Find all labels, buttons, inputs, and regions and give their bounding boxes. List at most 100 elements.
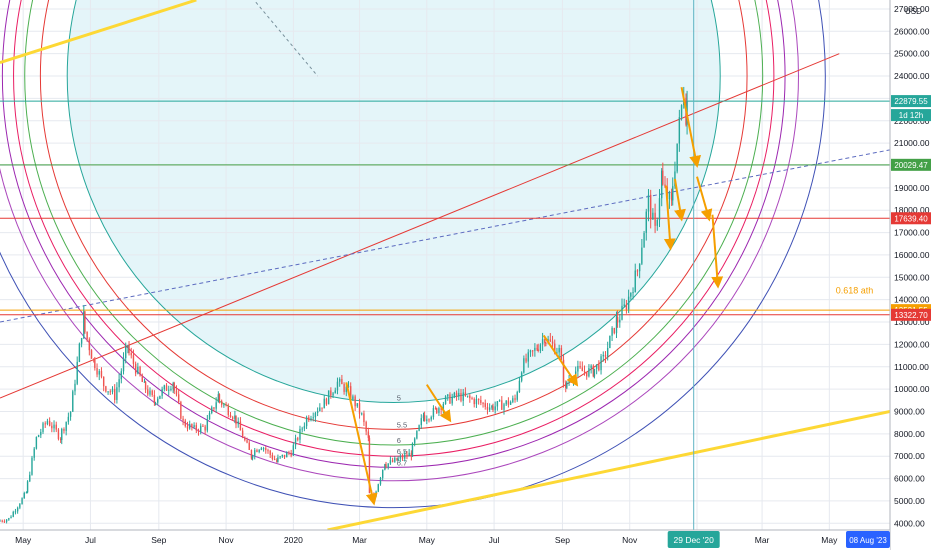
candle-body [19, 504, 21, 508]
fib-arc [0, 0, 826, 509]
candle-body [161, 389, 163, 396]
candle-body [265, 448, 267, 451]
candle-body [88, 339, 91, 351]
candle-body [76, 361, 78, 384]
candle-body [175, 390, 178, 395]
candle-body [401, 456, 404, 459]
candle-body [83, 311, 85, 339]
candle-body [244, 437, 246, 441]
candle-body [426, 419, 428, 421]
candle-body [556, 352, 558, 354]
candle-body [217, 394, 220, 403]
candle-body [254, 450, 256, 456]
fib-label: 0.618 ath [836, 286, 874, 296]
candle-body [122, 358, 125, 372]
candle-body [312, 417, 314, 419]
candle-body [308, 417, 310, 421]
candle-body [389, 460, 392, 464]
candle-body [505, 400, 507, 405]
candle-body [65, 421, 67, 431]
projection-arrow [696, 176, 713, 222]
candle-body [634, 270, 636, 293]
candle-body [623, 304, 625, 306]
candle-body [0, 520, 1, 522]
projection-arrow [663, 185, 676, 251]
candle-body [55, 424, 57, 430]
candle-body [116, 387, 118, 400]
candle-body [168, 389, 170, 391]
candle-body [496, 401, 499, 407]
candle-body [627, 296, 630, 310]
candle-body [413, 438, 416, 444]
candle-body [551, 341, 554, 344]
candle-body [213, 407, 215, 409]
candle-body [334, 390, 336, 394]
candle-body [440, 408, 442, 410]
candle-body [204, 426, 206, 431]
grid [0, 0, 890, 530]
candle-body [314, 412, 317, 418]
candle-body [367, 431, 370, 438]
candle-body [102, 376, 105, 387]
candle-body [248, 442, 250, 450]
candle-body [316, 411, 319, 413]
fib-arc [39, 0, 748, 430]
candle-body [568, 380, 570, 383]
candle-body [80, 338, 83, 344]
candle-body [630, 292, 632, 297]
candle-body [453, 392, 456, 398]
x-axis-panel[interactable] [0, 530, 890, 550]
y-axis-panel[interactable] [890, 0, 932, 550]
candle-body [460, 392, 462, 401]
fib-arcs: 5 5.5 6 6.5 6.7 [0, 0, 826, 509]
price-badge-label: 20029.47 [894, 161, 928, 170]
candle-body [10, 516, 12, 519]
candle-body [149, 390, 151, 395]
candle-body [74, 383, 76, 392]
candle-body [621, 305, 623, 320]
candle-body [507, 400, 510, 405]
candle-body [527, 352, 529, 362]
y-tick-label: 17000.00 [894, 228, 930, 238]
candle-body [172, 383, 174, 389]
candle-body [545, 342, 547, 344]
candle-body [482, 402, 484, 404]
candle-body [358, 403, 361, 414]
candle-body [341, 379, 343, 385]
candle-body [518, 380, 521, 393]
candle-body [410, 452, 413, 457]
candle-body [423, 415, 426, 421]
candle-body [100, 371, 103, 377]
candle-body [220, 400, 223, 405]
y-tick-label: 24000.00 [894, 71, 930, 81]
fib-arc [0, 0, 799, 482]
y-tick-label: 12000.00 [894, 339, 930, 349]
candle-body [277, 457, 279, 462]
candle-body [78, 343, 81, 362]
candle-body [323, 398, 325, 409]
candle-body [86, 331, 88, 340]
candle-body [352, 396, 354, 399]
candle-body [492, 406, 494, 410]
candle-body [480, 400, 482, 403]
candle-body [678, 117, 681, 144]
candle-body [598, 364, 600, 371]
candle-body [381, 469, 384, 478]
candle-body [37, 435, 40, 437]
candle-body [321, 407, 323, 409]
candle-body [223, 404, 225, 406]
candle-body [215, 402, 217, 409]
candle-body [105, 386, 107, 392]
candle-body [180, 401, 182, 419]
candle-body [549, 339, 552, 342]
candle-body [636, 270, 639, 272]
x-tick-label: Nov [219, 535, 235, 545]
candle-body [29, 474, 31, 482]
candle-body [544, 339, 546, 343]
candle-body [654, 212, 656, 226]
candle-body [256, 450, 258, 452]
candle-body [303, 426, 306, 429]
candle-body [670, 192, 673, 201]
